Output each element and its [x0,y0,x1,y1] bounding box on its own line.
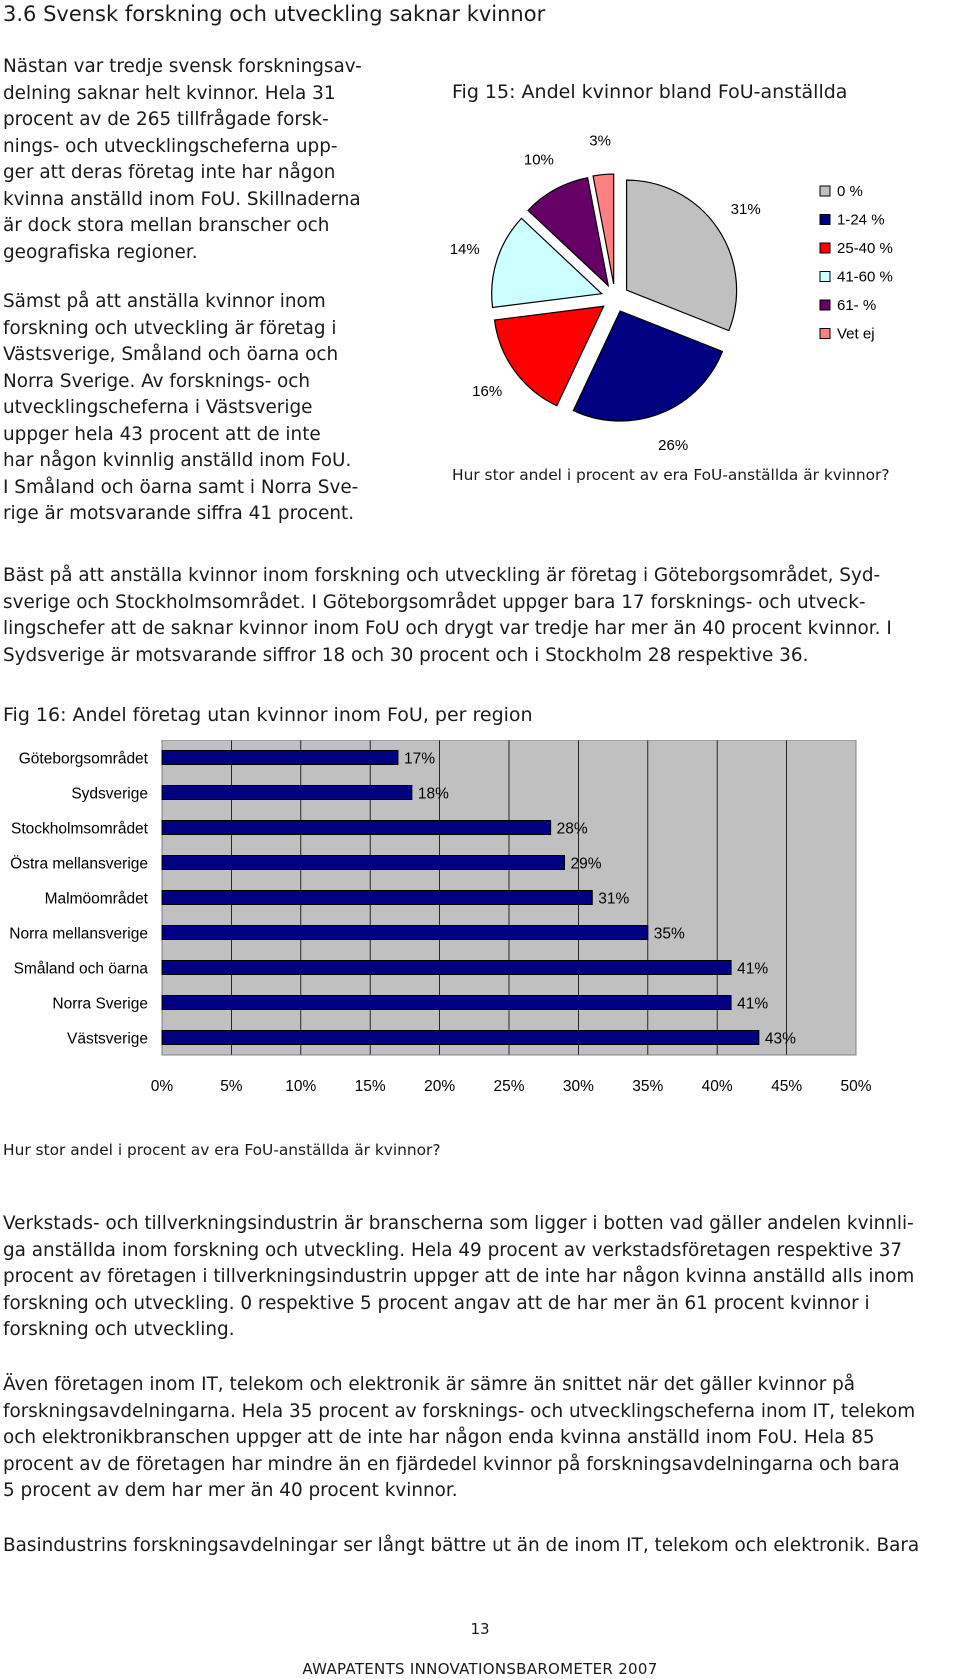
category-label-2: Stockholmsområdet [11,821,149,838]
category-label-1: Sydsverige [71,786,148,803]
pie-label-4: 10% [524,152,554,169]
legend-label-2: 25-40 % [837,240,893,257]
paragraph-worst-regions: Sämst på att anställa kvinnor inom forsk… [3,291,359,524]
pie-slice-1 [572,310,724,422]
publication-footer: AWAPATENTS INNOVATIONSBAROMETER 2007 [302,1660,658,1678]
fig16-question: Hur stor andel i procent av era FoU-anst… [3,1141,441,1159]
legend-label-5: Vet ej [837,326,875,343]
bar-6 [161,960,732,975]
legend-label-1: 1-24 % [837,212,885,229]
x-tick-label-0: 0% [151,1078,174,1095]
legend-swatch-1 [819,214,831,225]
category-label-4: Malmöområdet [45,891,149,908]
fig16-title: Fig 16: Andel företag utan kvinnor inom … [3,704,533,726]
x-tick-label-9: 45% [771,1078,802,1095]
category-label-7: Norra Sverige [52,996,148,1013]
x-tick-label-8: 40% [702,1078,733,1095]
bar-4 [161,890,593,905]
pie-label-1: 26% [658,437,688,454]
pie-slice-0 [625,179,738,332]
legend-swatch-2 [819,242,831,254]
x-tick-label-6: 30% [563,1078,594,1095]
bar-value-label-7: 41% [737,996,768,1013]
category-label-6: Småland och öarna [14,961,149,978]
x-tick-label-4: 20% [424,1078,455,1095]
bar-7 [161,995,732,1010]
paragraph-basic-industry: Basindustrins forskningsavdelningar ser … [3,1535,920,1556]
fig15-question: Hur stor andel i procent av era FoU-anst… [452,466,890,484]
bar-value-label-2: 28% [557,821,588,838]
bar-value-label-5: 35% [654,926,685,943]
bar-3 [161,855,566,870]
category-label-5: Norra mellansverige [9,926,148,943]
category-label-0: Göteborgsområdet [19,751,149,768]
x-tick-label-3: 15% [355,1078,386,1095]
pie-slice-2 [493,305,605,407]
legend-label-4: 61- % [837,297,876,314]
category-label-8: Västsverige [67,1031,148,1048]
x-tick-label-1: 5% [220,1078,243,1095]
x-tick-label-7: 35% [632,1078,663,1095]
bar-value-label-4: 31% [598,891,629,908]
bar-8 [161,1030,760,1045]
pie-label-0: 31% [731,201,761,218]
pie-label-2: 16% [472,383,502,400]
pie-label-3: 14% [450,241,480,258]
legend-swatch-0 [819,185,831,197]
fig15-pie-chart: 31% 26% 16% 14% 10% 3% 0 % 1-24 % 25-40 % 41-60 %… [450,133,893,454]
bar-2 [161,820,552,835]
pie-label-5: 3% [589,133,611,150]
pie-slice-5 [592,173,615,285]
legend-swatch-4 [819,299,831,311]
x-tick-label-10: 50% [840,1078,871,1095]
bar-5 [161,925,649,940]
category-label-3: Östra mellansverige [10,855,148,873]
paragraph-manufacturing: Verkstads- och tillverkningsindustrin är… [3,1213,915,1340]
paragraph-it-telecom: Även företagen inom IT, telekom och elek… [3,1374,916,1501]
paragraph-best-regions: Bäst på att anställa kvinnor inom forskn… [3,565,892,666]
fig15-title: Fig 15: Andel kvinnor bland FoU-anställd… [452,81,848,103]
legend-swatch-5 [819,328,831,339]
x-tick-label-2: 10% [285,1078,316,1095]
paragraph-intro: Nästan var tredje svensk forskningsav- d… [3,56,362,263]
section-heading: 3.6 Svensk forskning och utveckling sakn… [3,2,546,26]
bar-value-label-8: 43% [765,1031,796,1048]
x-tick-label-5: 25% [493,1078,524,1095]
fig16-bar-chart: 0% 5% 10% 15% 20% 25% 30% 35% 40% 45% 50% 17% Götebo… [9,740,872,1095]
legend-label-0: 0 % [837,183,863,200]
bar-0 [161,750,399,765]
bar-value-label-3: 29% [571,856,602,873]
bar-1 [161,785,413,800]
bar-value-label-6: 41% [737,961,768,978]
page-number: 13 [470,1620,490,1638]
legend-label-3: 41-60 % [837,269,893,286]
bar-value-label-0: 17% [404,751,435,768]
pie-slice-4 [527,176,610,288]
pie-slice-3 [491,217,604,309]
bar-value-label-1: 18% [418,786,449,803]
legend-swatch-3 [819,271,831,282]
